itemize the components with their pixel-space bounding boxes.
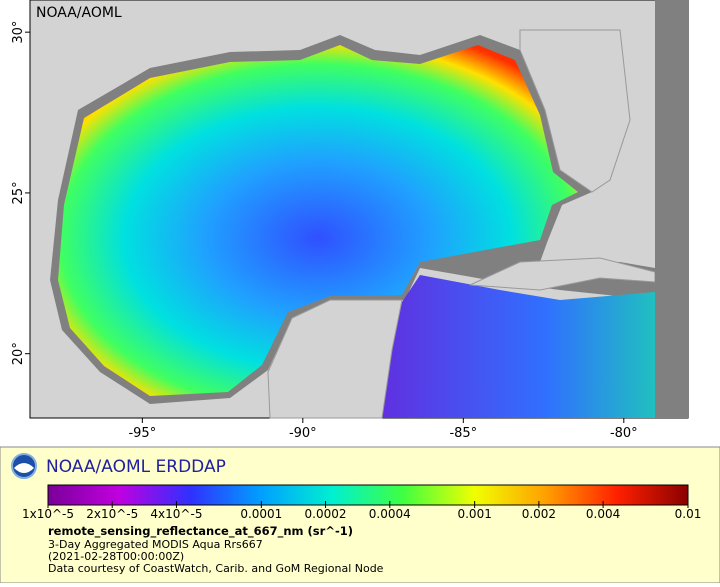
colorbar-tick-label: 0.0001 [240,507,282,521]
y-tick-label: 25° [11,181,26,204]
x-tick-label: -85° [449,426,477,441]
colorbar-tick-label: 2x10^-5 [86,507,138,521]
colorbar-tick-label: 0.002 [522,507,556,521]
colorbar-tick-label: 4x10^-5 [150,507,202,521]
y-tick-label: 30° [11,21,26,44]
legend-line: 3-Day Aggregated MODIS Aqua Rrs667 [48,538,263,551]
variable-name: remote_sensing_reflectance_at_667_nm (sr… [48,524,353,539]
colorbar-tick-label: 0.0002 [305,507,347,521]
noaa-logo-bird [14,463,34,473]
atlantic-nodata [655,0,688,418]
colorbar-tick-label: 1x10^-5 [22,507,74,521]
map: NOAA/AOML [29,0,689,419]
y-tick-label: 20° [11,342,26,365]
legend-line: Data courtesy of CoastWatch, Carib. and … [48,562,384,575]
gulf-data [58,45,578,396]
colorbar-tick-label: 0.0004 [369,507,411,521]
x-tick-label: -90° [289,426,317,441]
legend-title: NOAA/AOML ERDDAP [46,457,226,477]
colorbar-tick-label: 0.01 [675,507,702,521]
colorbar-tick-label: 0.004 [586,507,620,521]
caribbean-data [382,275,655,418]
x-tick-label: -80° [610,426,638,441]
florida [519,29,631,193]
colorbar [47,484,689,506]
watermark: NOAA/AOML [36,5,122,21]
legend-line: (2021-02-28T00:00:00Z) [48,550,184,563]
yucatan [267,299,403,419]
x-tick-label: -95° [128,426,156,441]
colorbar-tick-label: 0.001 [457,507,491,521]
